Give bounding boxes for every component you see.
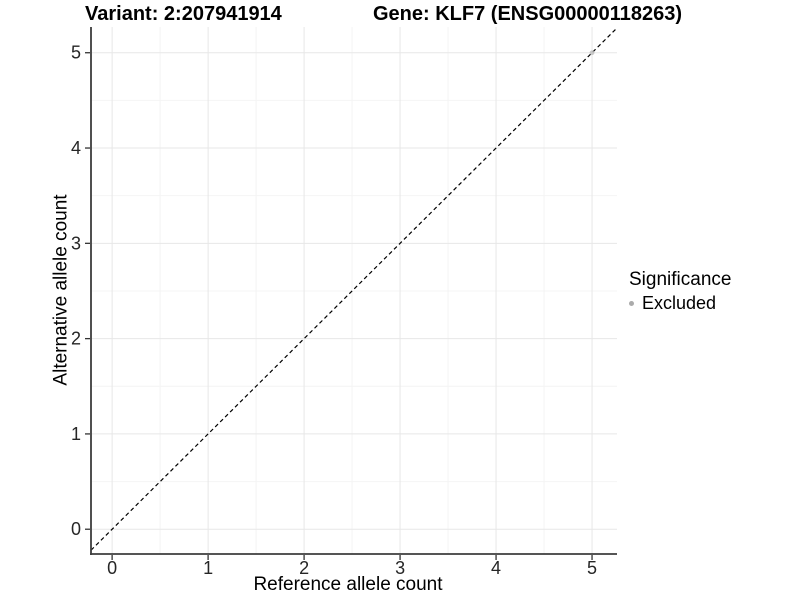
x-tick-label: 3 — [395, 558, 405, 578]
y-tick-label: 1 — [71, 424, 81, 444]
x-tick-label: 2 — [299, 558, 309, 578]
x-tick-label: 4 — [491, 558, 501, 578]
legend-point-swatch — [629, 300, 634, 306]
plot-title-gene: Gene: KLF7 (ENSG00000118263) — [373, 3, 683, 25]
data-point-excluded — [589, 50, 595, 56]
identity-reference-line — [90, 27, 618, 551]
legend: Significance Excluded — [629, 269, 731, 313]
legend-item-excluded: Excluded — [629, 293, 731, 313]
y-tick-label: 3 — [71, 233, 81, 253]
y-tick-label: 0 — [71, 519, 81, 539]
x-tick-label: 0 — [107, 558, 117, 578]
legend-item-label: Excluded — [642, 293, 717, 313]
y-tick-label: 5 — [71, 43, 81, 63]
x-axis-title: Reference allele count — [253, 574, 443, 595]
legend-title: Significance — [629, 269, 732, 290]
y-axis-title: Alternative allele count — [51, 194, 72, 386]
plot-layer: 0 1 2 3 4 5 0 1 2 3 4 5 — [71, 27, 618, 578]
x-tick-label: 5 — [587, 558, 597, 578]
x-tick-label: 1 — [203, 558, 213, 578]
y-tick-label: 2 — [71, 329, 81, 349]
plot-title-variant: Variant: 2:207941914 — [85, 3, 282, 25]
y-tick-label: 4 — [71, 138, 81, 158]
